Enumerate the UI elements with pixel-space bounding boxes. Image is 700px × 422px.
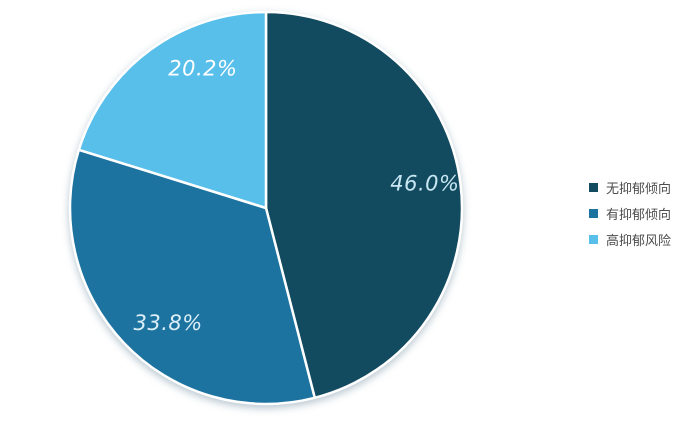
slice-value-label: 46.0% [390,172,459,196]
legend-label: 无抑郁倾向 [606,181,672,197]
legend-label: 高抑郁风险 [606,233,672,249]
legend: 无抑郁倾向 有抑郁倾向 高抑郁风险 [589,178,671,256]
pie-slice-2 [68,148,316,406]
legend-swatch [589,208,598,218]
legend-item: 高抑郁风险 [589,230,672,249]
legend-item: 有抑郁倾向 [589,204,672,223]
pie-slice-3 [77,10,268,210]
legend-swatch [589,234,598,244]
legend-item: 无抑郁倾向 [589,178,672,197]
pie-slice-1 [264,10,464,400]
legend-swatch [589,182,598,192]
slice-value-label: 20.2% [168,57,237,81]
legend-label: 有抑郁倾向 [606,207,672,223]
slice-value-label: 33.8% [133,311,202,335]
